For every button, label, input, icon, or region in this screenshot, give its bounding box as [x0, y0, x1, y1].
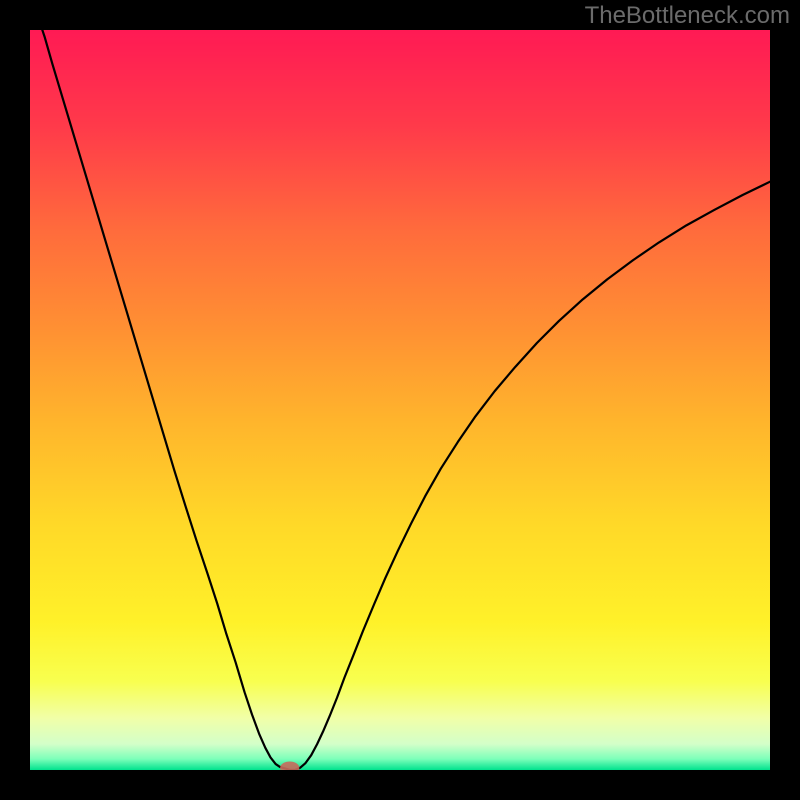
plot-area	[30, 30, 770, 770]
chart-svg	[30, 30, 770, 770]
watermark-label: TheBottleneck.com	[585, 2, 790, 30]
outer-frame: TheBottleneck.com	[0, 0, 800, 800]
gradient-background	[30, 30, 770, 770]
